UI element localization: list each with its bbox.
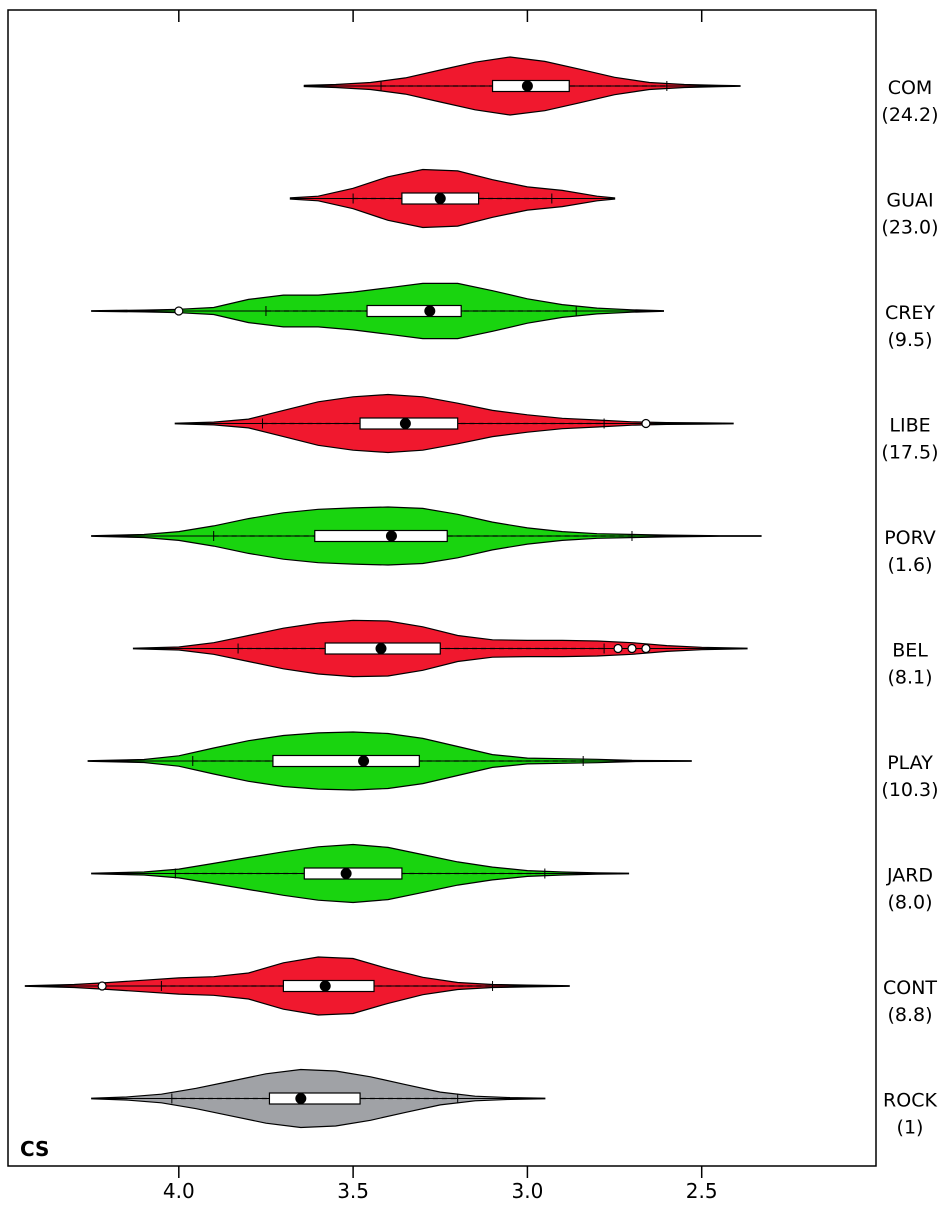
- category-label: PORV: [884, 527, 936, 549]
- category-value-label: (10.3): [881, 779, 938, 801]
- outlier-point: [613, 643, 623, 654]
- violin-group-com: [303, 56, 741, 116]
- median-point: [399, 418, 411, 429]
- median-point: [358, 755, 370, 767]
- category-label: BEL: [892, 640, 928, 662]
- category-value-label: (9.5): [887, 329, 932, 351]
- category-value-label: (1): [897, 1117, 924, 1139]
- violin-group-crey: [91, 282, 664, 340]
- violin-group-libe: [174, 393, 734, 454]
- tick-label: 3.5: [337, 1179, 369, 1203]
- outlier-point: [641, 418, 651, 429]
- category-label: GUAI: [886, 190, 933, 212]
- median-point: [375, 643, 387, 654]
- category-label: CONT: [883, 977, 937, 999]
- outlier-point: [627, 643, 637, 654]
- violin-group-bel: [132, 619, 748, 678]
- category-label: JARD: [886, 865, 933, 887]
- outlier-point: [641, 643, 651, 654]
- violin-group-rock: [91, 1068, 546, 1129]
- tick-layer: 4.0 3.5 3.0 2.5: [163, 10, 718, 1203]
- category-label: CREY: [885, 302, 935, 324]
- violin-group-porv: [91, 506, 762, 566]
- category-value-label: (8.8): [887, 1004, 932, 1026]
- iqr-box: [272, 754, 420, 768]
- violins-layer: [24, 56, 762, 1129]
- median-point: [521, 80, 533, 92]
- category-label: ROCK: [883, 1090, 937, 1112]
- tick-label: 2.5: [686, 1179, 718, 1203]
- tick-label: 3.0: [511, 1179, 543, 1203]
- median-point: [319, 980, 331, 992]
- median-point: [424, 305, 436, 317]
- median-point: [340, 868, 352, 879]
- category-value-label: (24.2): [881, 104, 938, 126]
- category-label: COM: [888, 77, 933, 99]
- category-value-label: (17.5): [881, 442, 938, 464]
- category-labels-layer: COM (24.2) GUAI (23.0) CREY (9.5) LIBE (17.5) PO…: [881, 77, 938, 1139]
- median-point: [434, 193, 446, 204]
- violin-group-jard: [91, 843, 630, 904]
- iqr-box: [314, 529, 448, 543]
- iqr-box: [268, 1092, 361, 1105]
- iqr-box: [303, 867, 403, 880]
- category-value-label: (23.0): [881, 217, 938, 239]
- plot-frame: [7, 9, 877, 1167]
- violin-group-guai: [289, 168, 616, 229]
- category-value-label: (8.0): [887, 892, 932, 914]
- violin-group-play: [87, 731, 692, 791]
- tick-label: 4.0: [163, 1179, 195, 1203]
- category-label: PLAY: [887, 752, 933, 774]
- category-value-label: (1.6): [887, 554, 932, 576]
- outlier-point: [97, 981, 107, 991]
- iqr-box: [366, 304, 462, 318]
- category-value-label: (8.1): [887, 667, 932, 689]
- violin-group-cont: [24, 956, 570, 1016]
- median-point: [385, 530, 397, 542]
- outlier-point: [174, 306, 184, 316]
- category-label: LIBE: [889, 415, 930, 437]
- panel-label: CS: [20, 1137, 49, 1161]
- median-point: [295, 1093, 307, 1104]
